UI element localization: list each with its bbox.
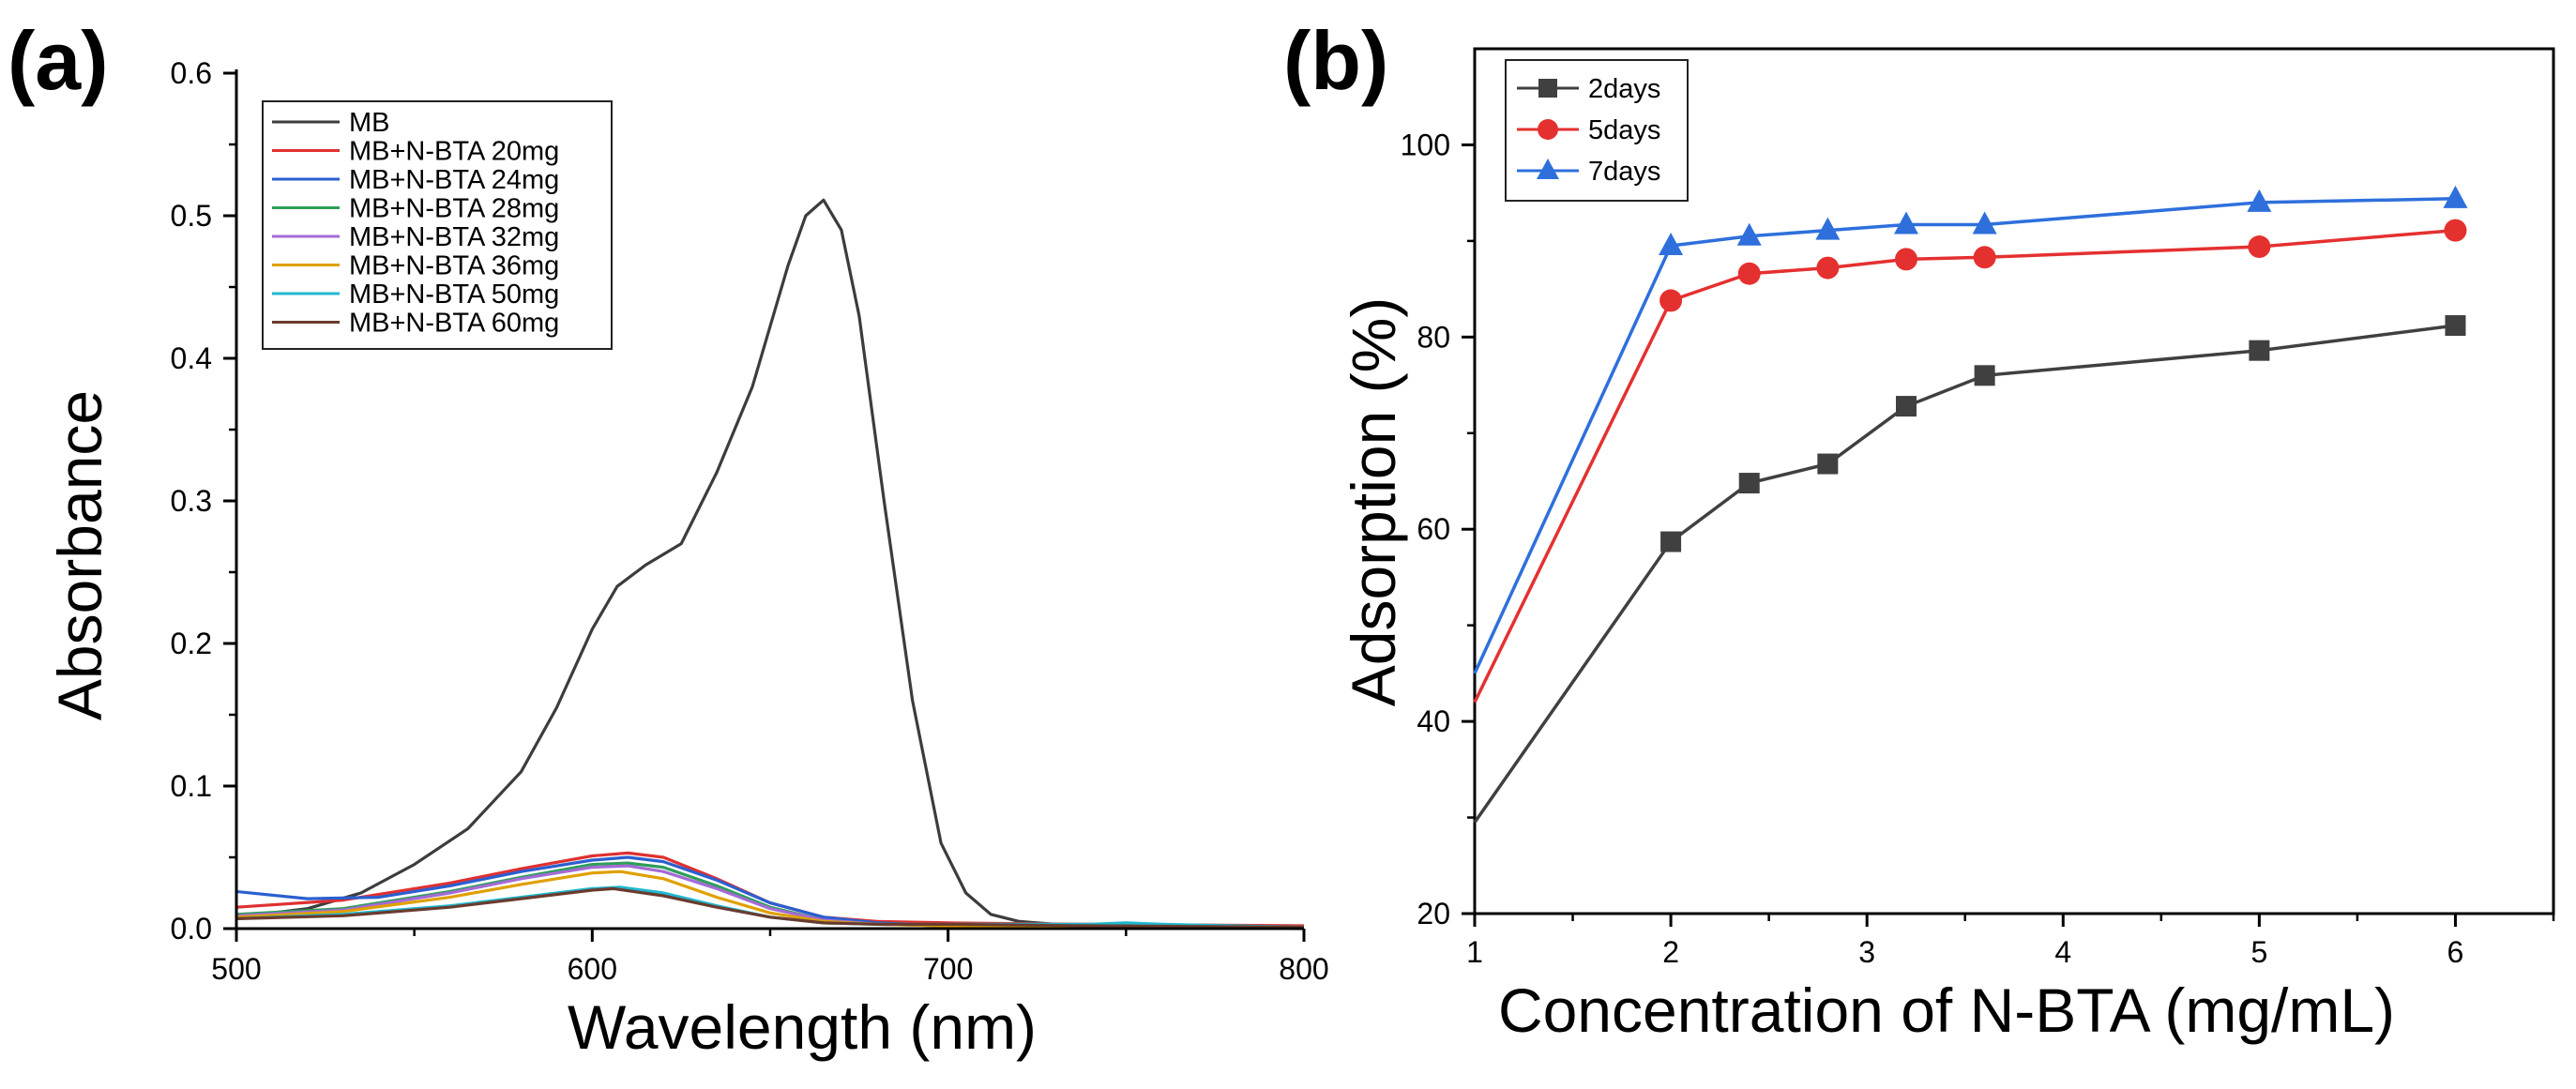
panel-b-label: (b) [1283,14,1388,107]
x-tick-label-4: 4 [2054,935,2071,969]
data-point-7days [1736,222,1762,246]
data-point-2days [1817,453,1839,475]
x-tick-label-700: 700 [923,952,973,986]
data-point-7days [1815,217,1841,240]
panel-b-x-axis-title: Concentration of N-BTA (mg/mL) [1498,976,2395,1045]
y-tick-label-60: 60 [1417,512,1450,546]
legend-label-2days: 2days [1588,74,1660,104]
series-line-mb-n-bta-20mg [235,851,1305,928]
legend-marker-5days [1538,119,1558,140]
data-point-7days [1659,233,1684,256]
series-line-2days [1473,324,2456,824]
legend-label-mb-n-bta-60mg: MB+N-BTA 60mg [349,309,559,339]
y-tick-label-20: 20 [1417,897,1450,930]
y-tick-label-0.0: 0.0 [171,912,212,945]
data-point-7days [1972,211,1997,234]
y-tick-label-40: 40 [1417,704,1450,738]
panel-a-y-axis-title: Absorbance [45,390,114,720]
data-point-2days [1974,365,1995,386]
data-point-5days [1816,256,1840,280]
panel-a-legend-box [262,100,613,350]
data-point-5days [1973,246,1996,269]
x-tick-label-5: 5 [2250,935,2267,969]
data-point-5days [1895,248,1917,271]
legend-marker-2days [1538,79,1557,98]
panel-a: (a) 500 600 700 8000.00.10.20.30.40.50.6MBM… [8,14,1329,1062]
legend-label-mb-n-bta-20mg: MB+N-BTA 20mg [349,137,559,167]
data-point-7days [2443,185,2468,208]
x-tick-label-2: 2 [1662,935,1679,969]
legend-label-5days: 5days [1588,115,1660,145]
data-point-5days [2248,235,2271,259]
y-tick-label-0.3: 0.3 [171,484,212,518]
legend-label-7days: 7days [1588,157,1660,187]
data-point-2days [1660,531,1682,552]
data-point-7days [1894,211,1918,234]
legend-label-mb-n-bta-32mg: MB+N-BTA 32mg [349,222,559,252]
x-tick-label-1: 1 [1466,935,1483,969]
y-tick-label-0.6: 0.6 [171,56,212,90]
legend-label-mb-n-bta-36mg: MB+N-BTA 36mg [349,251,559,281]
panel-b-frame [1473,47,2555,915]
legend-label-mb-n-bta-28mg: MB+N-BTA 28mg [349,194,559,224]
series-line-5days [1473,228,2456,703]
y-tick-label-0.2: 0.2 [171,627,212,660]
y-tick-label-80: 80 [1417,320,1450,354]
y-tick-label-0.5: 0.5 [171,199,212,233]
legend-marker-7days [1537,159,1559,179]
panel-b-y-axis-title: Adsorption (%) [1339,297,1408,707]
data-point-2days [1738,473,1760,494]
x-tick-label-500: 500 [211,952,261,986]
legend-label-mb-n-bta-50mg: MB+N-BTA 50mg [349,280,559,310]
x-tick-label-3: 3 [1858,935,1875,969]
data-point-2days [2445,315,2466,337]
data-point-7days [2247,189,2272,212]
data-point-5days [1659,289,1683,312]
y-tick-label-0.4: 0.4 [171,341,212,375]
series-line-mb-n-bta-60mg [235,886,1305,930]
legend-label-mb: MB [349,108,390,138]
x-tick-label-800: 800 [1279,952,1328,986]
panel-a-label: (a) [8,14,109,107]
panel-b-plot-area: 1 2 3 4 5 6 20 40 60 80 100 2days 5days 7days [1401,47,2555,969]
data-point-2days [1896,396,1917,417]
series-line-7days [1473,197,2456,674]
data-point-5days [2444,219,2467,242]
legend-label-mb-n-bta-24mg: MB+N-BTA 24mg [349,165,559,195]
data-point-2days [2249,340,2270,361]
panel-a-x-axis-title: Wavelength (nm) [568,992,1037,1062]
data-point-5days [1737,262,1761,285]
x-tick-label-6: 6 [2447,935,2464,969]
y-tick-label-0.1: 0.1 [171,769,212,803]
panel-a-plot-area: 500 600 700 8000.00.10.20.30.40.50.6MBMB+N-… [171,56,1329,986]
y-tick-label-100: 100 [1401,128,1450,161]
x-tick-label-600: 600 [568,952,617,986]
panel-b: (b) 1 2 3 4 5 6 20 40 60 80 100 2days 5days 7days Con… [1283,14,2555,1045]
